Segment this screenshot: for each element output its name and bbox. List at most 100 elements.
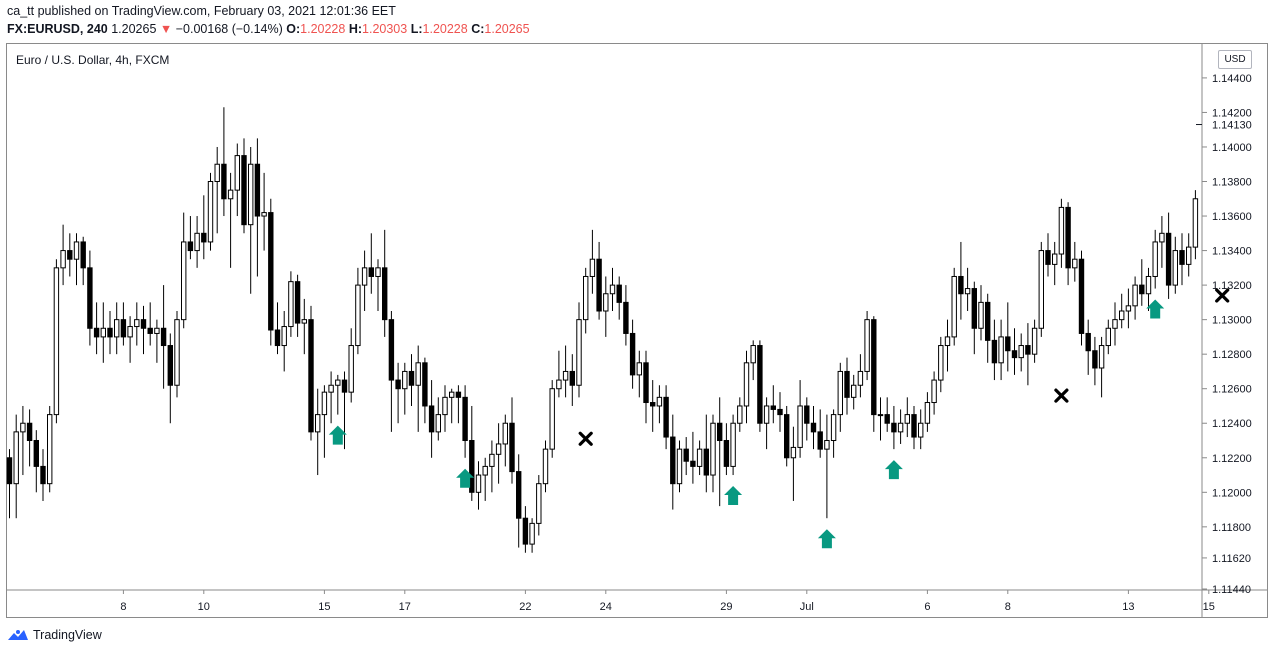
candle-up xyxy=(562,370,569,381)
candle-up xyxy=(529,522,535,545)
candle-up xyxy=(361,267,368,286)
y-tick-label: 1.14200 xyxy=(1212,107,1252,119)
y-tick-label: 1.14000 xyxy=(1212,142,1252,154)
candle-down xyxy=(784,414,790,459)
candle-up xyxy=(475,474,482,493)
candle-up xyxy=(1058,206,1065,255)
candle-up xyxy=(763,405,770,424)
candle-down xyxy=(596,258,602,312)
candle-up xyxy=(589,258,596,277)
candle-down xyxy=(703,448,709,476)
candle-up xyxy=(281,326,287,347)
candle-down xyxy=(871,319,877,416)
candle-down xyxy=(509,422,515,473)
candle-up xyxy=(536,483,542,524)
candle-down xyxy=(40,465,46,485)
candle-up xyxy=(830,414,837,442)
candle-up xyxy=(857,370,864,386)
candle-up xyxy=(1125,305,1132,312)
candle-down xyxy=(717,422,723,442)
down-triangle-icon: ▼ xyxy=(159,22,173,36)
candle-up xyxy=(864,319,870,372)
candle-down xyxy=(6,457,13,485)
candle-up xyxy=(502,422,509,445)
candle-up xyxy=(904,414,910,424)
candle-up xyxy=(442,396,448,416)
candle-down xyxy=(221,163,227,200)
candle-down xyxy=(891,422,897,433)
candle-up xyxy=(301,319,308,324)
candle-up xyxy=(549,388,555,450)
close-label: C: xyxy=(471,22,485,36)
candle-up xyxy=(402,370,408,390)
candle-down xyxy=(817,431,823,450)
candle-up xyxy=(583,275,589,321)
candle-up xyxy=(227,189,234,200)
candle-down xyxy=(93,327,100,338)
symbol-label: FX:EURUSD, 240 xyxy=(7,22,108,36)
high-value: 1.20303 xyxy=(362,22,408,36)
candle-down xyxy=(428,405,435,433)
candle-down xyxy=(690,460,696,467)
candle-down xyxy=(1139,284,1145,295)
candle-down xyxy=(140,319,147,329)
candle-up xyxy=(60,250,66,269)
candle-down xyxy=(120,319,127,338)
candle-up xyxy=(743,362,750,407)
candle-down xyxy=(294,281,301,324)
publisher-line: ca_tt published on TradingView.com, Febr… xyxy=(7,4,396,18)
candle-down xyxy=(274,329,281,347)
cross-stroke xyxy=(578,431,593,446)
candle-up xyxy=(542,448,549,485)
last-price-label: 1.14130 xyxy=(1212,120,1252,132)
candle-up xyxy=(73,241,80,260)
tradingview-logo-icon xyxy=(8,630,28,640)
candle-down xyxy=(341,379,348,393)
candle-down xyxy=(670,436,676,485)
candle-down xyxy=(844,370,850,398)
candle-down xyxy=(26,422,33,442)
candle-down xyxy=(629,332,636,376)
candle-down xyxy=(1179,250,1185,265)
candle-down xyxy=(1092,350,1098,369)
x-tick-label: 24 xyxy=(600,601,612,613)
candle-down xyxy=(522,517,529,545)
candle-up xyxy=(234,155,241,191)
candle-up xyxy=(1098,345,1105,369)
open-value: 1.20228 xyxy=(300,22,346,36)
candle-down xyxy=(911,414,917,438)
x-tick-label: 22 xyxy=(519,601,531,613)
y-tick-label: 1.12400 xyxy=(1212,418,1252,430)
up-arrow-icon xyxy=(1146,299,1165,319)
candle-down xyxy=(757,345,763,424)
x-tick-label: 6 xyxy=(924,601,930,613)
candle-up xyxy=(20,422,26,433)
candle-up xyxy=(824,440,830,450)
candle-down xyxy=(33,440,39,467)
y-tick-label: 1.11440 xyxy=(1212,584,1251,596)
candle-up xyxy=(556,379,562,390)
candle-up xyxy=(737,405,743,424)
candle-down xyxy=(67,250,73,260)
cross-marker-icon xyxy=(1215,288,1230,303)
candle-up xyxy=(114,319,120,338)
candle-up xyxy=(944,336,951,347)
tradingview-logo[interactable]: TradingView xyxy=(7,628,102,642)
candle-down xyxy=(382,267,388,321)
candle-down xyxy=(241,155,247,226)
candle-down xyxy=(1005,336,1011,352)
candle-down xyxy=(810,422,817,433)
cross-marker-icon xyxy=(1054,388,1069,403)
candle-up xyxy=(134,319,140,328)
candle-up xyxy=(750,345,756,364)
currency-button[interactable]: USD xyxy=(1218,50,1252,69)
candle-down xyxy=(516,471,522,519)
cross-stroke xyxy=(1054,388,1069,403)
candle-up xyxy=(1018,345,1024,359)
candle-up xyxy=(1105,327,1111,347)
candle-down xyxy=(254,163,261,217)
candle-down xyxy=(804,405,810,424)
candle-down xyxy=(958,275,964,295)
candle-down xyxy=(469,440,475,493)
